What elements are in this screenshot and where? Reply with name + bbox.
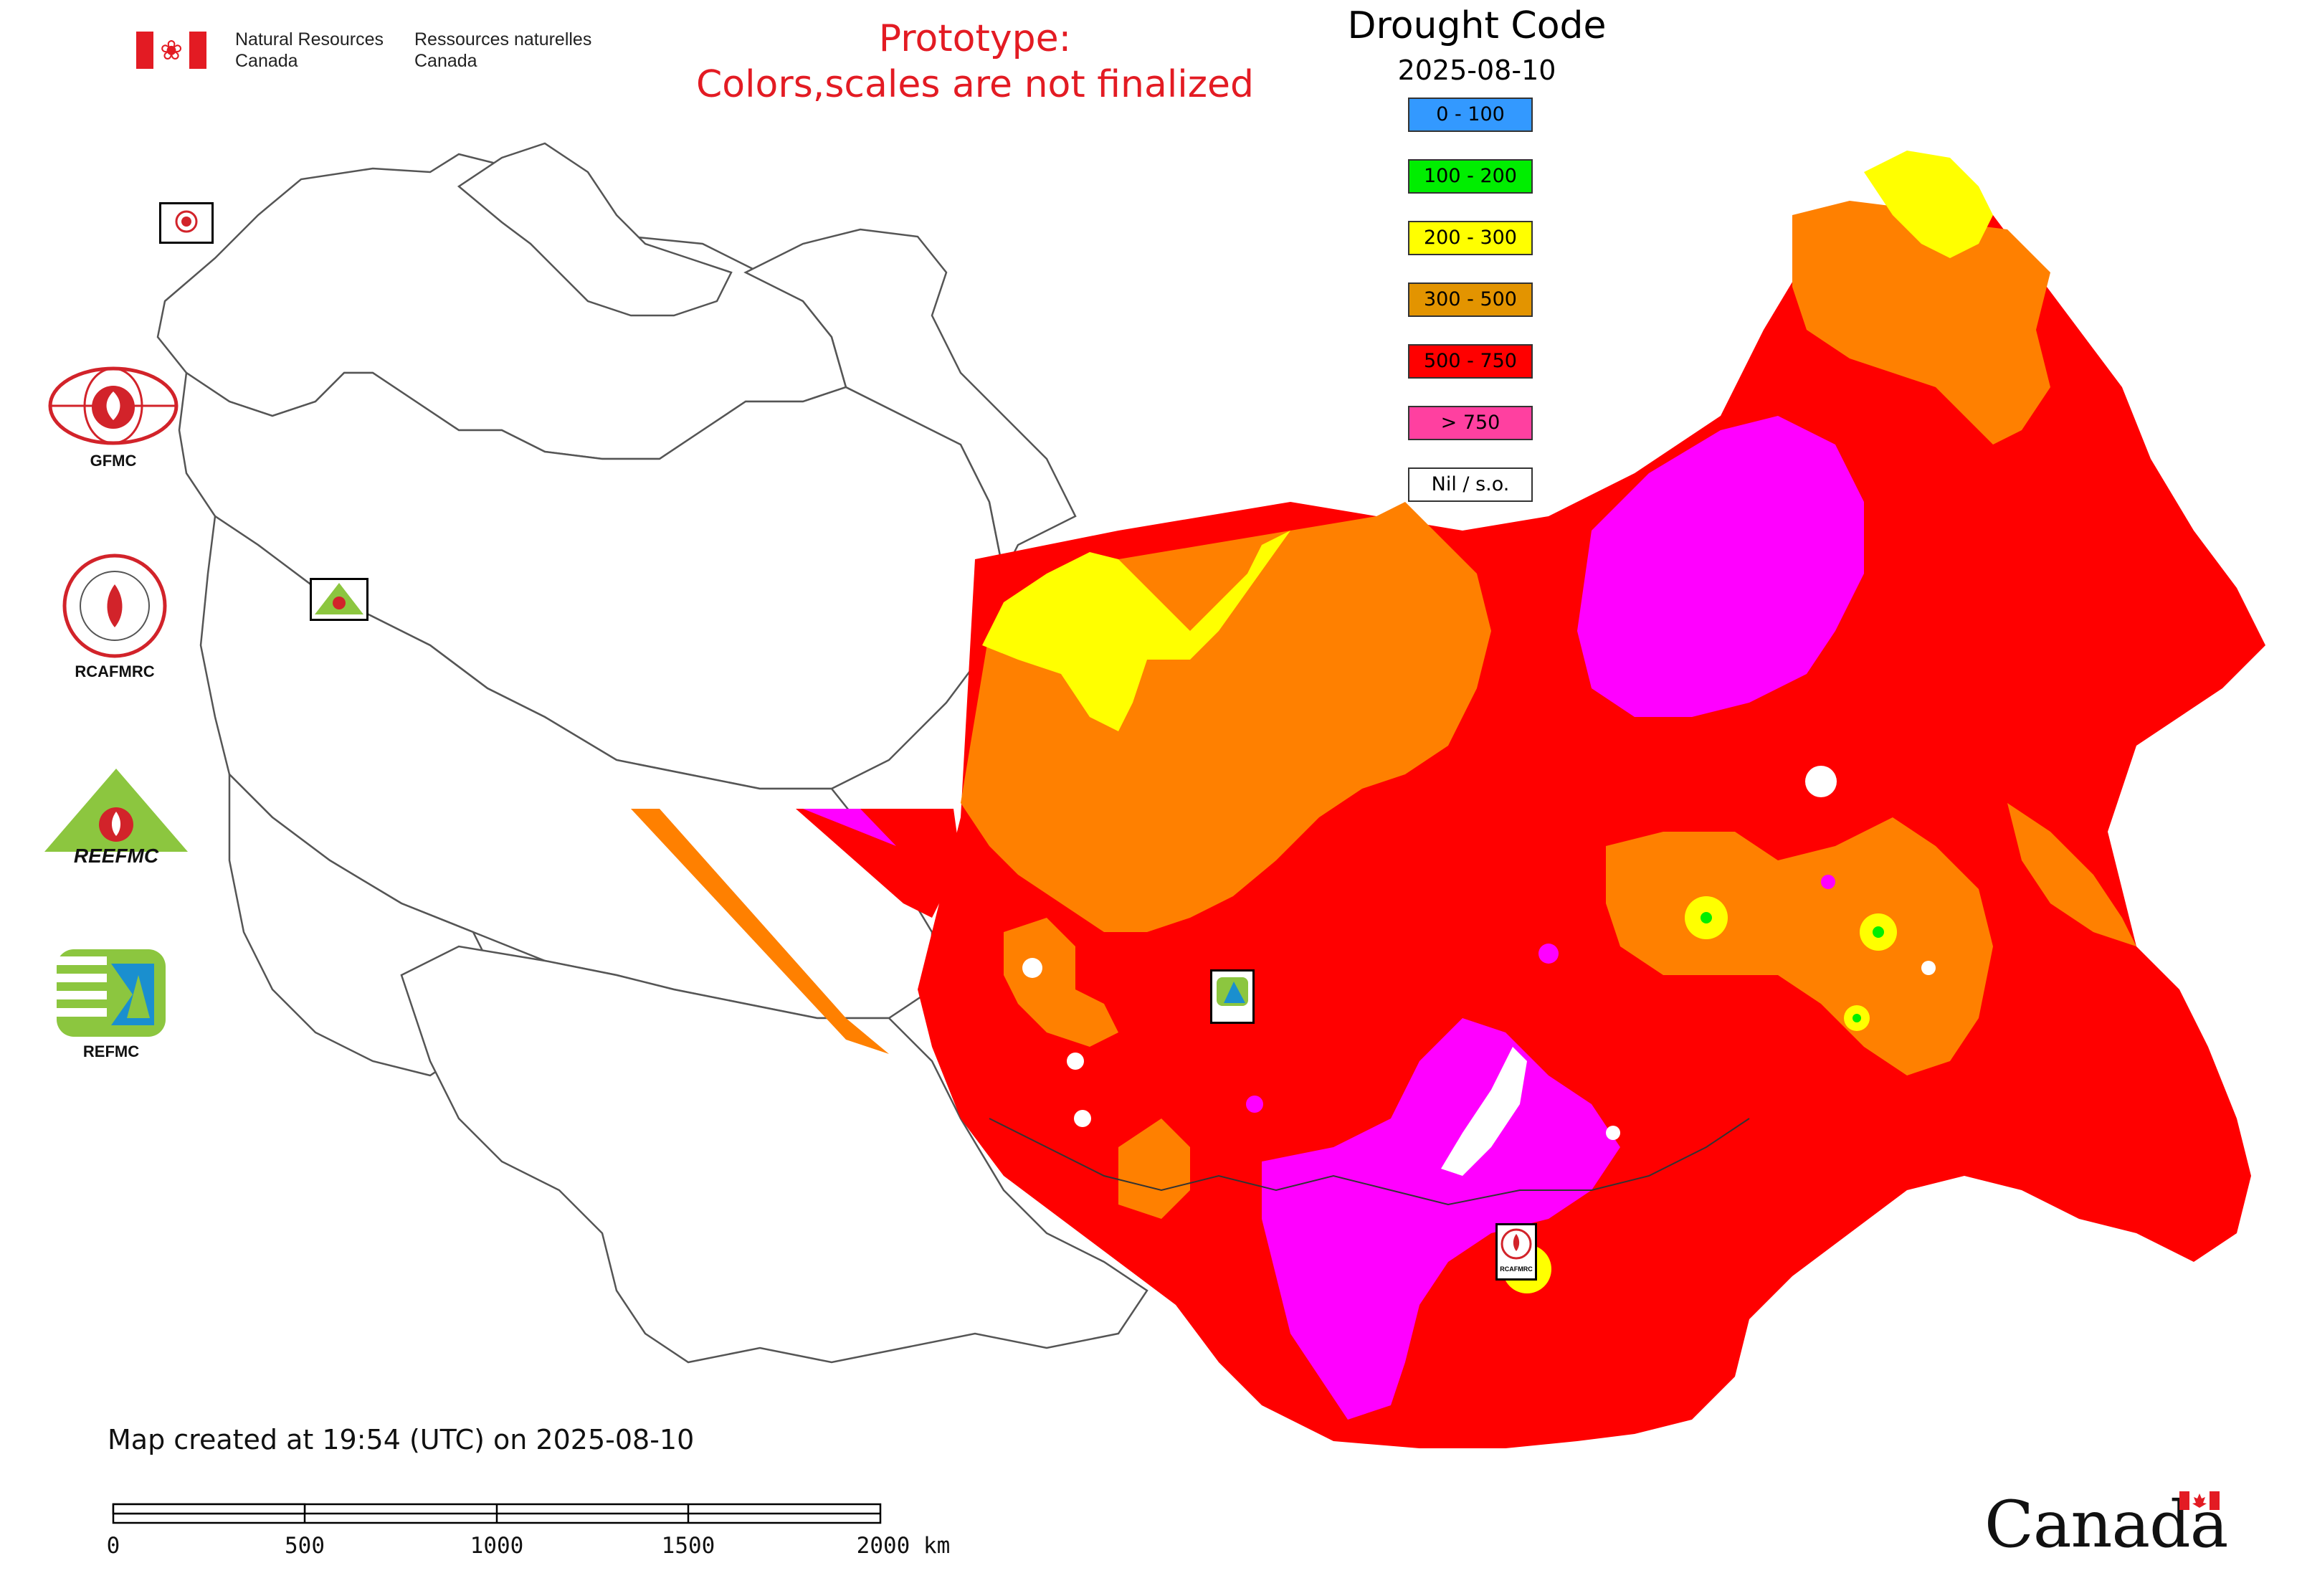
region-magenta-yakutia (1577, 416, 1864, 717)
rcafmrc-logo: RCAFMRC (43, 552, 186, 681)
dept-name-fr: Ressources naturelles Canada (414, 29, 592, 71)
region-green-hotspot-1 (1701, 912, 1712, 923)
scale-bar-fill (112, 1503, 306, 1515)
region-yellow-chukotka (1864, 151, 1993, 258)
nil-spot (1606, 1126, 1620, 1140)
region-orange-west-blob (1004, 918, 1118, 1047)
legend-item: > 750 (1408, 406, 1533, 440)
scale-label: 0 (106, 1533, 120, 1559)
dept-name-en: Natural Resources Canada (235, 29, 384, 71)
region-yellow-yamal (982, 531, 1290, 731)
rcafmrc-label: RCAFMRC (75, 662, 155, 680)
reefmc-logo: REEFMC (37, 766, 195, 868)
western-country-outlines (156, 142, 1148, 1364)
drought-regions (631, 151, 2265, 1448)
stripe-artifact-red (796, 809, 961, 918)
nil-spot (1805, 766, 1837, 797)
region-orange-amur (1606, 817, 1993, 1075)
outline-russia-west (743, 228, 1077, 576)
scale-label: 2000 km (856, 1533, 951, 1559)
region-orange-chukotka (1792, 201, 2050, 445)
reefmc-map-badge (310, 578, 368, 621)
government-header: ❀ Natural Resources Canada Ressources na… (136, 29, 594, 86)
region-orange-kamchatka-fringe (2007, 803, 2136, 946)
map-timestamp: Map created at 19:54 (UTC) on 2025-08-10 (108, 1424, 695, 1455)
nil-spot (1022, 958, 1042, 978)
scale-label: 500 (285, 1533, 325, 1559)
canada-wordmark-flag-icon (2179, 1491, 2220, 1510)
refmc-logo-icon (57, 949, 166, 1037)
scale-bar (112, 1503, 882, 1524)
refmc-logo: REFMC (39, 946, 183, 1061)
gfmc-label: GFMC (90, 452, 137, 470)
legend-item: 500 - 750 (1408, 344, 1533, 379)
prototype-line2: Colors,scales are not finalized (695, 63, 1255, 106)
stripe-artifact-orange (631, 809, 889, 1054)
region-red-base (918, 201, 2265, 1448)
refmc-label: REFMC (82, 1042, 140, 1060)
magenta-spot (1538, 944, 1559, 964)
legend-item: 200 - 300 (1408, 221, 1533, 255)
legend-title: Drought Code (1347, 4, 1607, 47)
legend-item: 300 - 500 (1408, 282, 1533, 317)
prototype-line1: Prototype: (878, 17, 1072, 60)
legend-item: Nil / s.o. (1408, 467, 1533, 502)
stripe-artifact-magenta (803, 809, 896, 846)
region-orange-south-blob (1118, 1118, 1190, 1219)
region-green-hotspot-3 (1852, 1014, 1861, 1022)
gfmc-logo: GFMC (42, 363, 185, 470)
nil-spot (1921, 961, 1936, 975)
nil-spot (1067, 1053, 1084, 1070)
reefmc-text: REEFMC (73, 845, 159, 867)
nil-spot (1074, 1110, 1091, 1127)
legend-item: 100 - 200 (1408, 159, 1533, 194)
gfmc-map-badge (159, 202, 214, 244)
region-green-hotspot-2 (1873, 926, 1884, 938)
canada-flag-icon: ❀ (136, 32, 206, 69)
prototype-notice: Prototype: Colors,scales are not finaliz… (645, 16, 1305, 108)
legend-item: 0 - 100 (1408, 98, 1533, 132)
scale-label: 1000 (470, 1533, 524, 1559)
legend-date: 2025-08-10 (1397, 54, 1556, 86)
magenta-spot (1246, 1096, 1263, 1113)
region-magenta-baikal (1262, 1018, 1620, 1420)
national-border-line (989, 1118, 1750, 1206)
lake-baikal (1441, 1047, 1527, 1176)
gfmc-logo-icon (48, 366, 179, 445)
rcafmrc-logo-icon (62, 554, 167, 658)
rcafmrc-map-badge: RCAFMRC (1495, 1223, 1537, 1281)
refmc-map-badge (1210, 969, 1255, 1024)
magenta-spot (1821, 875, 1835, 889)
scale-label: 1500 (661, 1533, 715, 1559)
rcafmrc-badge-label: RCAFMRC (1500, 1265, 1533, 1273)
outline-central-asia (400, 945, 1148, 1364)
outline-scandinavia (457, 142, 733, 317)
reefmc-logo-icon (44, 769, 188, 852)
